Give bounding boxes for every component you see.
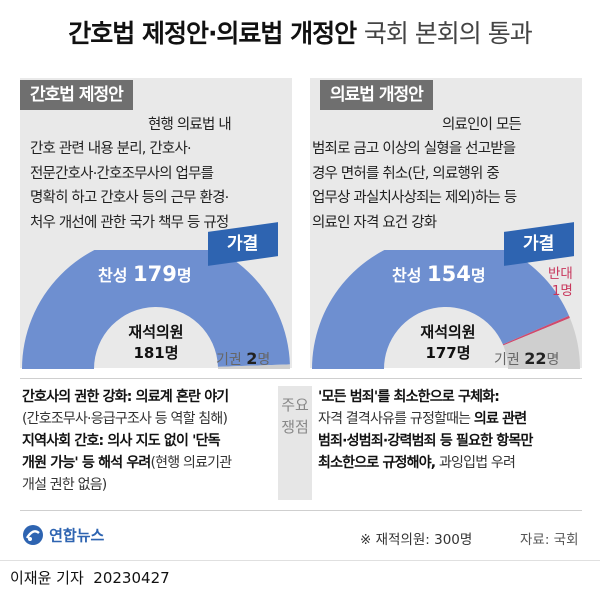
issues-top-divider: [20, 378, 582, 379]
issue-right-line: 범죄·성범죄·강력범죄 등 필요한 항목만: [318, 433, 533, 449]
left-tag: 간호법 제정안: [20, 80, 133, 110]
issue-left-line: 개원 가능' 등 해석 우려(현행 의료기관: [22, 455, 232, 471]
note: ※ 재적의원: 300명: [360, 532, 473, 548]
right-against-arc: [502, 315, 570, 346]
right-tag: 의료법 개정안: [320, 80, 433, 110]
left-vote-gauge: [22, 250, 290, 369]
credit-divider: [0, 560, 600, 561]
left-description: 현행 의료법 내 간호 관련 내용 분리, 간호사· 전문간호사·간호조무사의 …: [30, 116, 232, 231]
issues-right: '모든 범죄'를 최소한으로 구체화: 자격 결격사유를 규정할때는 의료 관련…: [318, 386, 588, 474]
issue-left-line: (간호조무사·응급구조사 등 역할 침해): [22, 411, 228, 427]
left-pro-label: 찬성 179명: [98, 262, 192, 286]
logo: 연합뉴스: [22, 524, 104, 546]
right-against-label: 반대 1명: [548, 266, 573, 299]
issue-right-line: 최소한으로 규정해야, 과잉입법 우려: [318, 455, 516, 471]
right-abstain-label: 기권 22명: [494, 349, 560, 368]
source: 자료: 국회: [520, 532, 579, 548]
issues-label: 주요 쟁점: [278, 386, 312, 500]
credit: 이재윤 기자 20230427: [10, 569, 170, 587]
issue-left-line: 간호사의 권한 강화: 의료계 혼란 야기: [22, 389, 229, 405]
logo-mark-icon: [23, 525, 43, 545]
right-vote-gauge: [312, 250, 580, 369]
right-pro-label: 찬성 154명: [392, 262, 486, 286]
left-seats: 재석의원 181명: [128, 323, 184, 362]
left-abstain-label: 기권 2명: [216, 349, 271, 368]
right-abstain-arc: [503, 317, 580, 369]
issue-right-line: '모든 범죄'를 최소한으로 구체화:: [318, 389, 500, 405]
right-pro-arc: [312, 250, 569, 369]
issue-right-line: 자격 결격사유를 규정할때는 의료 관련: [318, 411, 527, 427]
right-description: 의료인이 모든 범죄로 금고 이상의 실형을 선고받을 경우 면허를 취소(단,…: [312, 116, 522, 231]
right-seats: 재석의원 177명: [420, 323, 476, 362]
left-abstain-arc: [217, 364, 290, 369]
issues-left: 간호사의 권한 강화: 의료계 혼란 야기 (간호조무사·응급구조사 등 역할 …: [22, 386, 274, 496]
issue-left-line: 개설 권한 없음): [22, 477, 107, 493]
left-pro-arc: [22, 250, 290, 369]
issues-bottom-divider: [20, 510, 582, 511]
issue-left-line: 지역사회 간호: 의사 지도 없이 '단독: [22, 433, 221, 449]
page-title: 간호법 제정안·의료법 개정안 국회 본회의 통과: [68, 19, 533, 48]
